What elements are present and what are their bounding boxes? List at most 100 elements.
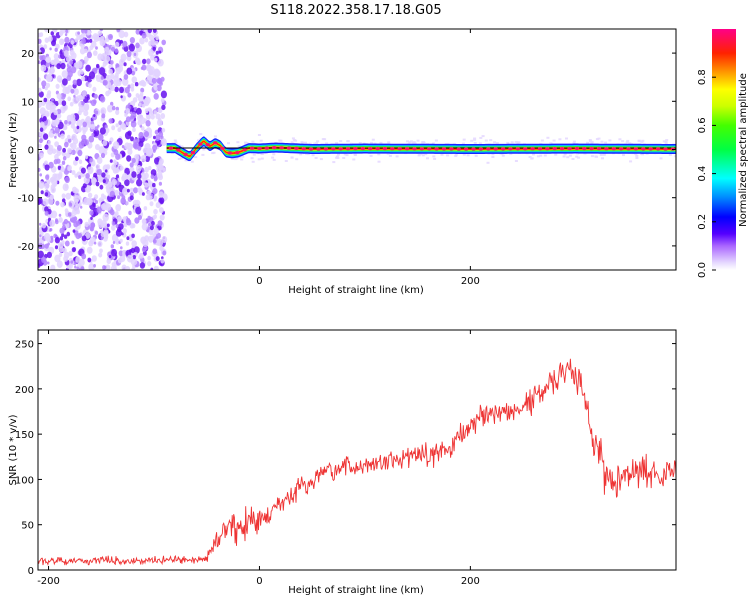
noise-speckle [115,174,120,179]
signal-halo [594,155,598,158]
signal-peak-dot [478,147,484,151]
signal-halo [335,142,339,145]
spectrogram-y-ticks: 20 10 0 -10 -20 [18,49,676,253]
y-tick-label: 50 [21,521,34,532]
noise-speckle [70,52,77,60]
signal-halo [184,159,188,162]
noise-speckle [48,161,54,169]
signal-halo [608,139,612,142]
noise-speckle [39,222,42,226]
signal-halo [406,140,409,143]
noise-speckle [87,192,93,198]
y-tick-label: 10 [21,97,34,108]
noise-speckle [153,110,158,115]
signal-peak-dot [500,147,506,151]
noise-speckle [135,164,142,173]
noise-speckle [145,246,148,250]
noise-speckle [147,235,154,243]
figure-title: S118.2022.358.17.18.G05 [270,3,441,18]
noise-speckle [58,241,64,249]
noise-speckle [95,181,100,187]
signal-halo [174,141,178,144]
noise-speckle [112,221,116,226]
noise-speckle [126,236,130,241]
signal-halo [245,142,249,144]
noise-speckle [50,186,56,194]
noise-speckle [126,217,131,224]
noise-speckle [93,241,97,245]
signal-halo [602,153,606,156]
noise-speckle [120,53,127,62]
noise-speckle [76,78,82,87]
snr-frame [37,329,677,571]
noise-speckle [52,29,58,33]
noise-speckle [119,39,123,44]
noise-speckle [80,205,83,209]
snr-y-ticks: 0 50 100 150 200 250 [15,340,676,577]
signal-halo [540,139,544,142]
noise-speckle [106,223,110,228]
noise-speckle [132,255,136,260]
noise-speckle [54,254,61,263]
spectrogram-panel: -200 0 200 20 10 0 -10 -20 Height of straight … [8,28,677,296]
signal-peak-dot [633,147,639,151]
signal-peak-dot [382,147,388,151]
noise-speckle [130,187,134,193]
signal-halo [454,153,458,156]
noise-speckle [43,133,49,140]
noise-speckle [56,260,63,269]
signal-halo [473,137,477,140]
signal-peak-dot [272,146,277,150]
signal-halo [422,141,426,144]
noise-speckle [122,187,129,196]
noise-speckle [135,93,140,98]
noise-speckle [98,252,103,258]
noise-speckle [147,255,151,261]
signal-halo [662,140,666,143]
noise-speckle [90,216,93,220]
noise-speckle [142,58,147,65]
colorbar: 0.0 0.2 0.4 0.6 0.8 Normalized spectral ampl… [697,29,749,278]
noise-speckle [153,227,159,235]
noise-speckle [104,169,108,173]
signal-halo [565,137,568,140]
noise-speckle [72,229,76,233]
noise-speckle [148,228,154,236]
noise-speckle [77,31,80,35]
noise-speckle [50,97,54,102]
signal-halo [473,142,477,144]
noise-speckle [54,141,59,148]
noise-speckle [131,70,136,76]
noise-speckle [135,29,141,35]
noise-speckle [54,100,59,107]
noise-speckle [157,107,163,114]
noise-speckle [53,233,58,239]
x-tick-label: -200 [37,576,60,587]
noise-speckle [61,70,68,78]
noise-speckle [100,203,107,211]
noise-speckle [38,131,42,137]
signal-halo [640,153,644,155]
signal-halo [335,155,339,158]
signal-halo [554,153,558,156]
spectrogram-x-axis-label: Height of straight line (km) [288,285,424,296]
signal-halo [173,139,177,142]
signal-halo [434,139,438,142]
noise-speckle [81,253,87,260]
noise-speckle [111,224,116,231]
noise-speckle [131,233,135,238]
snr-series-line [38,358,676,566]
noise-speckle [86,51,92,59]
noise-speckle [136,107,142,115]
noise-speckle [44,144,49,150]
signal-peak-dot [626,147,631,151]
signal-halo [530,157,534,160]
noise-speckle [141,247,147,253]
noise-speckle [75,220,81,226]
noise-speckle [96,156,103,165]
signal-halo [177,144,181,147]
noise-speckle [71,247,76,253]
signal-halo [202,148,206,151]
noise-speckle [111,46,115,52]
noise-speckle [122,216,128,223]
